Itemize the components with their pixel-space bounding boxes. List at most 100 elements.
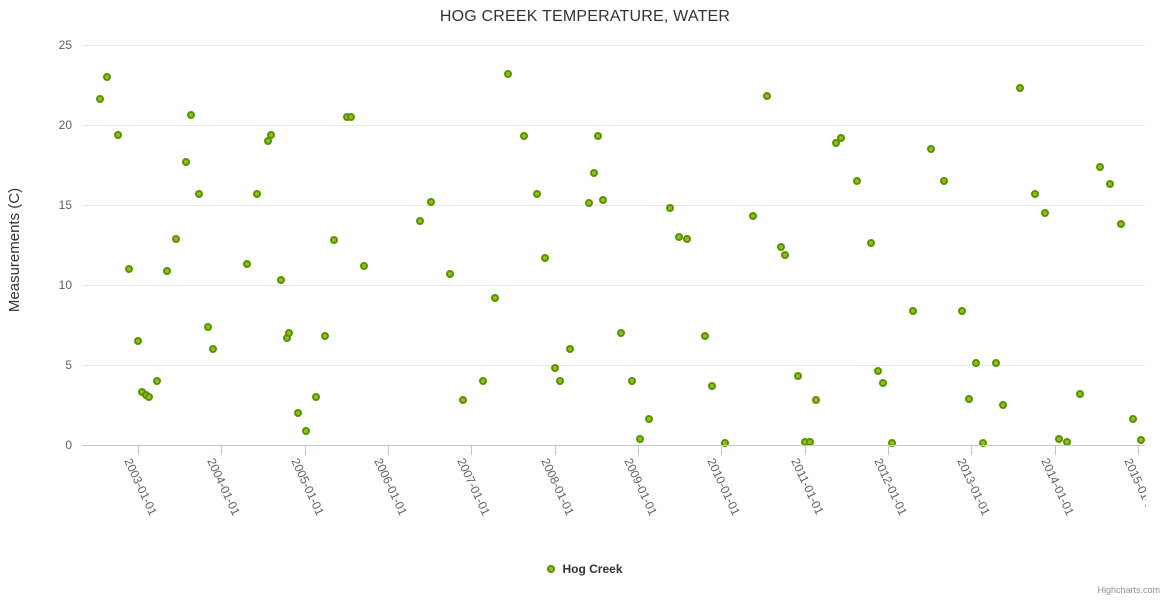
y-tick-label: 0 (65, 438, 72, 452)
data-point[interactable] (794, 372, 803, 381)
data-point[interactable] (978, 439, 987, 448)
data-point[interactable] (749, 212, 758, 221)
data-point[interactable] (806, 437, 815, 446)
data-point[interactable] (837, 133, 846, 142)
data-point[interactable] (1128, 414, 1137, 423)
data-point[interactable] (853, 177, 862, 185)
data-point[interactable] (645, 415, 654, 424)
x-axis-tick (1137, 446, 1139, 455)
data-point[interactable] (636, 435, 645, 444)
chart-title: HOG CREEK TEMPERATURE, WATER (439, 8, 731, 25)
data-point[interactable] (415, 217, 424, 225)
legend-marker-icon (547, 565, 556, 573)
data-point[interactable] (540, 253, 549, 262)
data-point[interactable] (208, 345, 217, 353)
data-point[interactable] (490, 293, 499, 302)
data-point[interactable] (163, 266, 172, 275)
x-axis-tick (971, 446, 973, 455)
data-point[interactable] (145, 393, 154, 401)
data-point[interactable] (1137, 436, 1146, 445)
data-point[interactable] (458, 396, 467, 405)
data-point[interactable] (125, 265, 134, 273)
data-point[interactable] (360, 261, 369, 270)
x-axis-tick (471, 446, 473, 455)
data-point[interactable] (1015, 84, 1024, 93)
data-point[interactable] (599, 196, 608, 205)
data-point[interactable] (532, 189, 541, 198)
data-point[interactable] (762, 92, 771, 101)
x-axis-tick (887, 446, 889, 455)
data-point[interactable] (777, 242, 786, 251)
data-point[interactable] (867, 239, 876, 248)
data-point[interactable] (519, 132, 528, 141)
data-point[interactable] (832, 138, 841, 147)
data-point[interactable] (1041, 209, 1050, 217)
data-point[interactable] (285, 329, 294, 337)
data-point[interactable] (1075, 389, 1084, 398)
data-point[interactable] (293, 409, 302, 417)
x-tick-label: 2010-01-01 (704, 456, 744, 518)
data-point[interactable] (927, 145, 936, 153)
data-point[interactable] (566, 345, 575, 353)
data-point[interactable] (780, 250, 789, 259)
y-tick-label: 25 (58, 38, 72, 52)
data-point[interactable] (908, 306, 917, 315)
x-axis-tick (638, 446, 640, 455)
credits-link[interactable]: Highcharts.com (1097, 585, 1160, 595)
data-point[interactable] (555, 377, 564, 385)
data-point[interactable] (427, 197, 436, 206)
data-point[interactable] (113, 130, 122, 139)
data-point[interactable] (551, 364, 560, 373)
data-point[interactable] (312, 393, 321, 401)
data-point[interactable] (939, 177, 948, 185)
data-point[interactable] (152, 377, 161, 385)
data-point[interactable] (478, 377, 487, 385)
data-point[interactable] (1063, 437, 1072, 446)
data-point[interactable] (1106, 180, 1115, 189)
data-point[interactable] (182, 157, 191, 166)
data-point[interactable] (186, 111, 195, 120)
x-axis-tick (221, 446, 223, 455)
data-point[interactable] (707, 381, 716, 390)
data-point[interactable] (301, 426, 310, 435)
data-point[interactable] (446, 269, 455, 278)
data-point[interactable] (266, 130, 275, 139)
data-point[interactable] (999, 401, 1008, 409)
data-point[interactable] (585, 199, 594, 208)
data-point[interactable] (347, 113, 356, 121)
data-point[interactable] (964, 394, 973, 403)
data-point[interactable] (252, 189, 261, 198)
data-point[interactable] (675, 233, 684, 241)
data-point[interactable] (627, 377, 636, 385)
data-point[interactable] (277, 276, 286, 285)
data-point[interactable] (1096, 162, 1105, 171)
data-point[interactable] (171, 234, 180, 243)
data-point[interactable] (971, 358, 980, 367)
data-point[interactable] (665, 204, 674, 213)
data-point[interactable] (874, 367, 883, 376)
data-point[interactable] (194, 189, 203, 198)
data-point[interactable] (1030, 189, 1039, 198)
data-point[interactable] (243, 260, 252, 269)
data-point[interactable] (330, 236, 339, 245)
data-point[interactable] (204, 322, 213, 331)
data-point[interactable] (103, 73, 112, 81)
data-point[interactable] (957, 306, 966, 315)
data-point[interactable] (133, 337, 142, 345)
data-point[interactable] (992, 358, 1001, 367)
data-point[interactable] (589, 169, 598, 177)
data-point[interactable] (700, 332, 709, 341)
data-point[interactable] (1117, 220, 1126, 229)
data-point[interactable] (321, 332, 330, 341)
data-point[interactable] (96, 95, 105, 104)
data-point[interactable] (594, 132, 603, 141)
data-point[interactable] (617, 329, 626, 337)
data-point[interactable] (811, 396, 820, 405)
data-point[interactable] (720, 439, 729, 448)
data-point[interactable] (1054, 434, 1063, 443)
data-point[interactable] (683, 234, 692, 243)
data-point[interactable] (503, 69, 512, 78)
data-point[interactable] (878, 378, 887, 387)
legend-item-hog-creek[interactable]: Hog Creek (547, 562, 623, 576)
